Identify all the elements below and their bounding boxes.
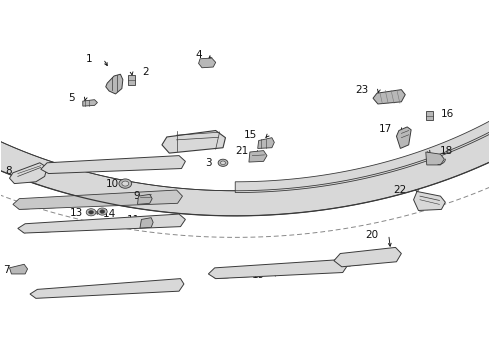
Text: 18: 18 xyxy=(440,146,453,156)
Polygon shape xyxy=(140,218,153,228)
Polygon shape xyxy=(13,190,182,210)
Polygon shape xyxy=(258,138,274,148)
Polygon shape xyxy=(198,58,216,68)
Text: 4: 4 xyxy=(196,50,202,60)
Bar xyxy=(128,75,135,85)
Text: 1: 1 xyxy=(86,54,93,64)
Text: 15: 15 xyxy=(244,130,257,140)
Text: 20: 20 xyxy=(365,230,378,239)
Text: 3: 3 xyxy=(205,158,212,168)
Text: 21: 21 xyxy=(236,145,249,156)
Text: 7: 7 xyxy=(3,265,9,275)
Text: 9: 9 xyxy=(133,191,140,201)
Text: 16: 16 xyxy=(441,109,454,119)
Polygon shape xyxy=(396,127,411,148)
Circle shape xyxy=(86,209,96,216)
Circle shape xyxy=(218,159,228,166)
Text: 11: 11 xyxy=(127,215,140,225)
Circle shape xyxy=(89,211,94,214)
Polygon shape xyxy=(0,2,490,216)
Polygon shape xyxy=(235,0,490,193)
Text: 22: 22 xyxy=(393,185,406,195)
Text: 5: 5 xyxy=(68,93,75,103)
Polygon shape xyxy=(208,260,347,279)
Circle shape xyxy=(122,181,129,186)
Circle shape xyxy=(98,208,107,215)
Polygon shape xyxy=(18,214,185,233)
Text: 10: 10 xyxy=(106,179,119,189)
Polygon shape xyxy=(249,150,267,162)
Polygon shape xyxy=(334,247,401,267)
Text: 17: 17 xyxy=(378,124,392,134)
Text: 13: 13 xyxy=(70,208,83,218)
Circle shape xyxy=(100,210,105,213)
Text: 8: 8 xyxy=(5,166,11,176)
Text: 14: 14 xyxy=(102,209,116,219)
Circle shape xyxy=(220,161,225,165)
Text: 19: 19 xyxy=(252,270,266,280)
Text: 12: 12 xyxy=(85,161,98,171)
Text: 2: 2 xyxy=(143,67,149,77)
Polygon shape xyxy=(414,192,445,211)
Polygon shape xyxy=(83,100,98,106)
Circle shape xyxy=(119,179,132,188)
Polygon shape xyxy=(9,163,47,184)
Text: 6: 6 xyxy=(74,288,81,298)
Text: 23: 23 xyxy=(355,85,368,95)
Polygon shape xyxy=(426,152,444,165)
Bar xyxy=(426,111,433,120)
Polygon shape xyxy=(138,194,152,204)
Polygon shape xyxy=(41,156,185,174)
Polygon shape xyxy=(162,131,225,153)
Polygon shape xyxy=(373,90,405,104)
Polygon shape xyxy=(106,74,123,94)
Polygon shape xyxy=(9,264,27,274)
Polygon shape xyxy=(30,279,184,298)
